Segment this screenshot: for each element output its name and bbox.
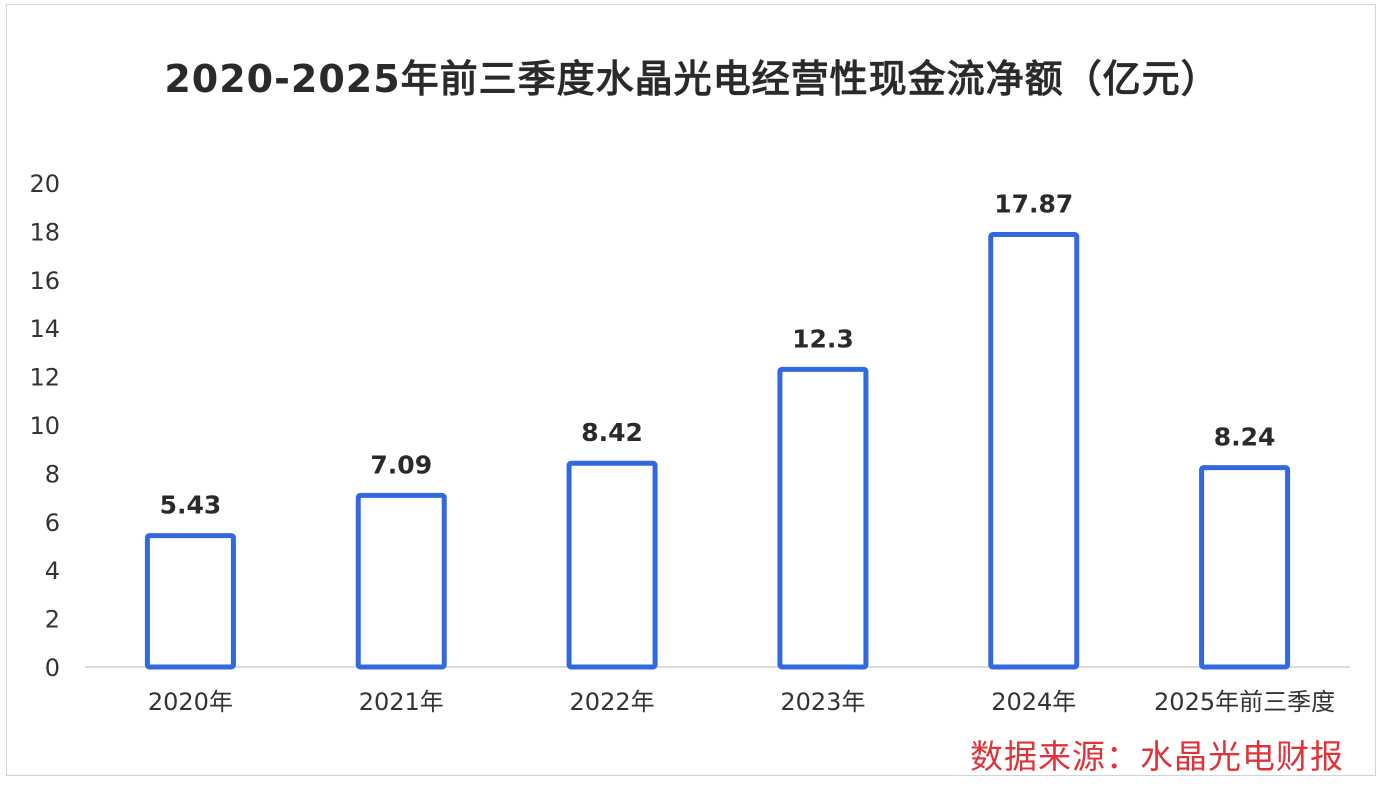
y-tick-label: 0 <box>45 654 60 682</box>
bar <box>566 460 658 670</box>
y-tick-label: 16 <box>29 267 60 295</box>
x-tick-label: 2020年 <box>148 688 233 716</box>
y-tick-label: 4 <box>45 557 60 585</box>
data-label: 7.09 <box>370 450 432 479</box>
y-tick-label: 14 <box>29 315 60 343</box>
chart-title: 2020-2025年前三季度水晶光电经营性现金流净额（亿元） <box>164 57 1220 101</box>
y-tick-label: 8 <box>45 460 60 488</box>
x-tick-label: 2023年 <box>780 688 865 716</box>
data-label: 8.42 <box>581 418 643 447</box>
x-tick-label: 2024年 <box>991 688 1076 716</box>
data-label: 17.87 <box>994 190 1073 219</box>
bar <box>777 366 869 670</box>
bar <box>144 533 236 670</box>
y-tick-label: 10 <box>29 412 60 440</box>
y-tick-label: 20 <box>29 170 60 198</box>
data-label: 5.43 <box>160 491 222 520</box>
x-tick-label: 2021年 <box>359 688 444 716</box>
data-label: 12.3 <box>792 324 854 353</box>
bar <box>1199 465 1291 670</box>
y-tick-label: 2 <box>45 606 60 634</box>
y-tick-label: 18 <box>29 218 60 246</box>
y-tick-label: 12 <box>29 364 60 392</box>
data-label: 8.24 <box>1214 423 1276 452</box>
bar <box>988 232 1080 670</box>
y-tick-label: 6 <box>45 509 60 537</box>
x-tick-label: 2025年前三季度 <box>1154 688 1335 716</box>
x-tick-label: 2022年 <box>570 688 655 716</box>
data-source-watermark: 数据来源：水晶光电财报 <box>970 737 1344 776</box>
bar <box>355 492 447 670</box>
